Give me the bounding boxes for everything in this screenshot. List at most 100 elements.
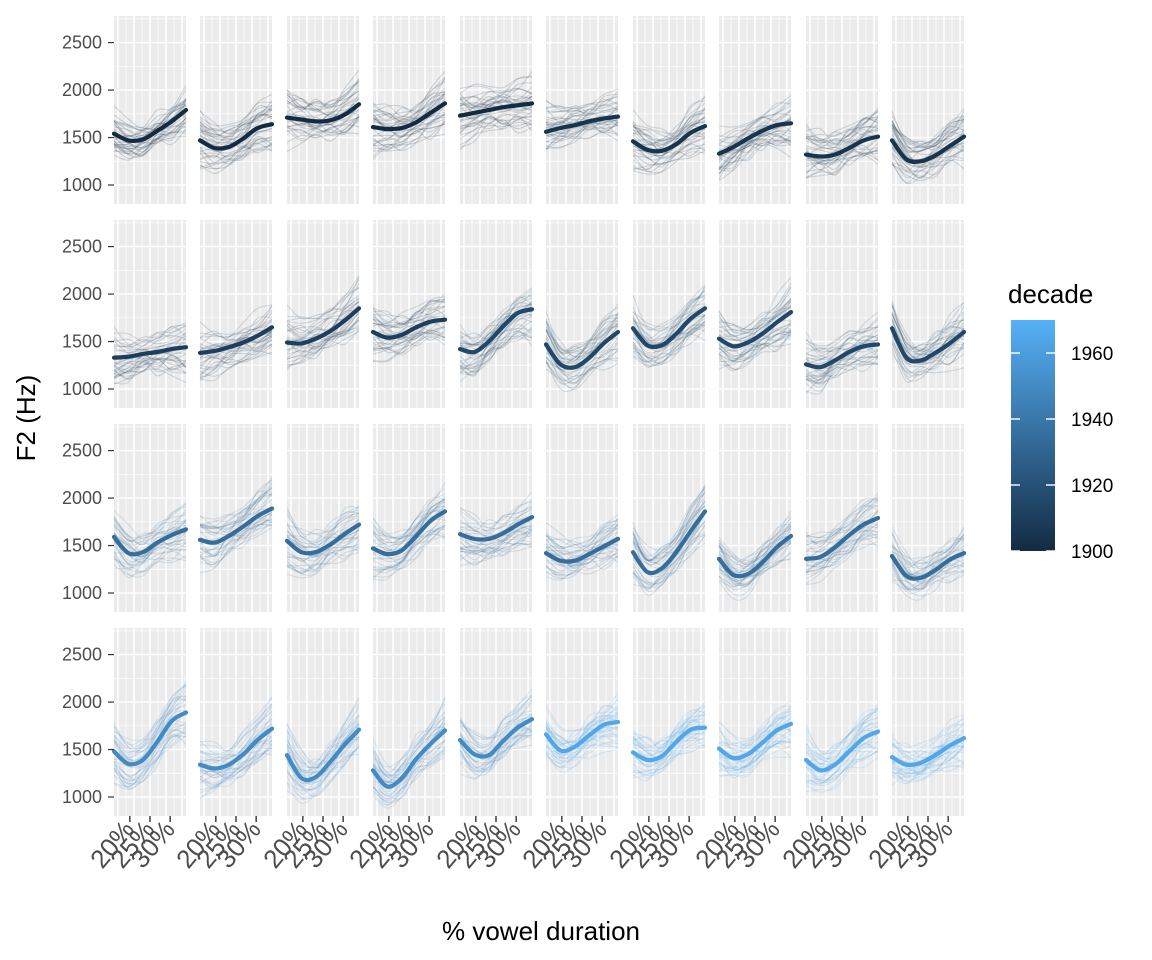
token-trace <box>805 125 879 154</box>
token-trace <box>372 97 446 123</box>
token-trace <box>632 746 706 779</box>
token-trace <box>545 714 619 744</box>
facet-panel <box>197 16 275 204</box>
token-trace <box>632 524 706 585</box>
token-trace <box>199 350 273 366</box>
token-trace <box>805 707 879 755</box>
token-trace <box>372 305 446 329</box>
token-trace <box>805 743 879 784</box>
token-trace <box>718 305 792 334</box>
token-trace <box>113 728 187 782</box>
token-trace <box>286 732 360 778</box>
token-trace <box>286 515 360 549</box>
token-trace <box>718 740 792 770</box>
token-trace <box>372 299 446 325</box>
token-trace <box>891 565 965 597</box>
token-trace <box>113 734 187 780</box>
token-trace <box>113 550 187 573</box>
token-trace <box>805 534 879 572</box>
token-trace <box>199 137 273 169</box>
token-trace <box>199 490 273 536</box>
token-trace <box>718 277 792 331</box>
token-trace <box>545 318 619 358</box>
token-trace <box>372 329 446 355</box>
token-trace <box>632 487 706 561</box>
token-trace <box>199 514 273 557</box>
token-trace <box>891 342 965 382</box>
token-trace <box>372 70 446 120</box>
token-trace <box>805 498 879 548</box>
smooth-line <box>630 306 708 350</box>
token-trace <box>459 693 533 739</box>
smooth-line <box>630 124 708 154</box>
token-trace <box>286 701 360 769</box>
smooth-line <box>370 728 448 789</box>
token-trace <box>632 737 706 777</box>
token-trace <box>113 357 187 377</box>
token-trace <box>286 504 360 546</box>
facet-panel <box>370 16 448 204</box>
token-traces <box>113 85 187 161</box>
token-trace <box>891 110 965 153</box>
token-trace <box>372 493 446 535</box>
token-trace <box>459 302 533 351</box>
token-trace <box>632 741 706 775</box>
token-trace <box>459 734 533 772</box>
token-trace <box>632 703 706 752</box>
token-trace <box>372 487 446 539</box>
token-trace <box>545 349 619 393</box>
token-trace <box>718 335 792 363</box>
token-trace <box>891 123 965 151</box>
token-trace <box>459 330 533 373</box>
token-trace <box>113 683 187 754</box>
token-trace <box>286 505 360 539</box>
token-trace <box>718 524 792 573</box>
token-trace <box>718 700 792 745</box>
y-axis-title: F2 (Hz) <box>11 375 41 462</box>
token-trace <box>805 756 879 784</box>
token-trace <box>372 533 446 571</box>
token-trace <box>805 538 879 585</box>
token-trace <box>459 289 533 340</box>
token-trace <box>718 707 792 751</box>
token-trace <box>545 357 619 384</box>
token-trace <box>632 488 706 561</box>
token-trace <box>632 109 706 140</box>
token-trace <box>545 707 619 746</box>
token-trace <box>459 506 533 529</box>
facet-panel <box>370 628 448 816</box>
token-trace <box>113 524 187 558</box>
token-trace <box>718 297 792 342</box>
token-trace <box>632 535 706 589</box>
token-trace <box>199 101 273 127</box>
token-trace <box>113 354 187 379</box>
token-trace <box>459 87 533 105</box>
token-trace <box>199 744 273 780</box>
smooth-line <box>197 506 275 545</box>
token-trace <box>805 116 879 139</box>
token-trace <box>718 105 792 146</box>
facet-panel <box>284 220 362 408</box>
token-trace <box>113 115 187 159</box>
token-trace <box>632 321 706 359</box>
token-trace <box>459 114 533 134</box>
token-trace <box>805 743 879 793</box>
token-trace <box>199 711 273 765</box>
token-trace <box>113 512 187 542</box>
smooth-line <box>370 509 448 557</box>
token-trace <box>372 81 446 115</box>
token-trace <box>459 320 533 368</box>
token-trace <box>805 497 879 538</box>
token-trace <box>372 112 446 142</box>
token-trace <box>718 722 792 747</box>
token-trace <box>286 109 360 133</box>
token-trace <box>199 113 273 148</box>
token-trace <box>199 107 273 146</box>
token-trace <box>372 523 446 575</box>
token-trace <box>286 746 360 800</box>
token-trace <box>718 333 792 362</box>
token-trace <box>459 729 533 771</box>
token-trace <box>545 551 619 569</box>
smooth-line <box>716 310 794 349</box>
token-trace <box>372 120 446 151</box>
